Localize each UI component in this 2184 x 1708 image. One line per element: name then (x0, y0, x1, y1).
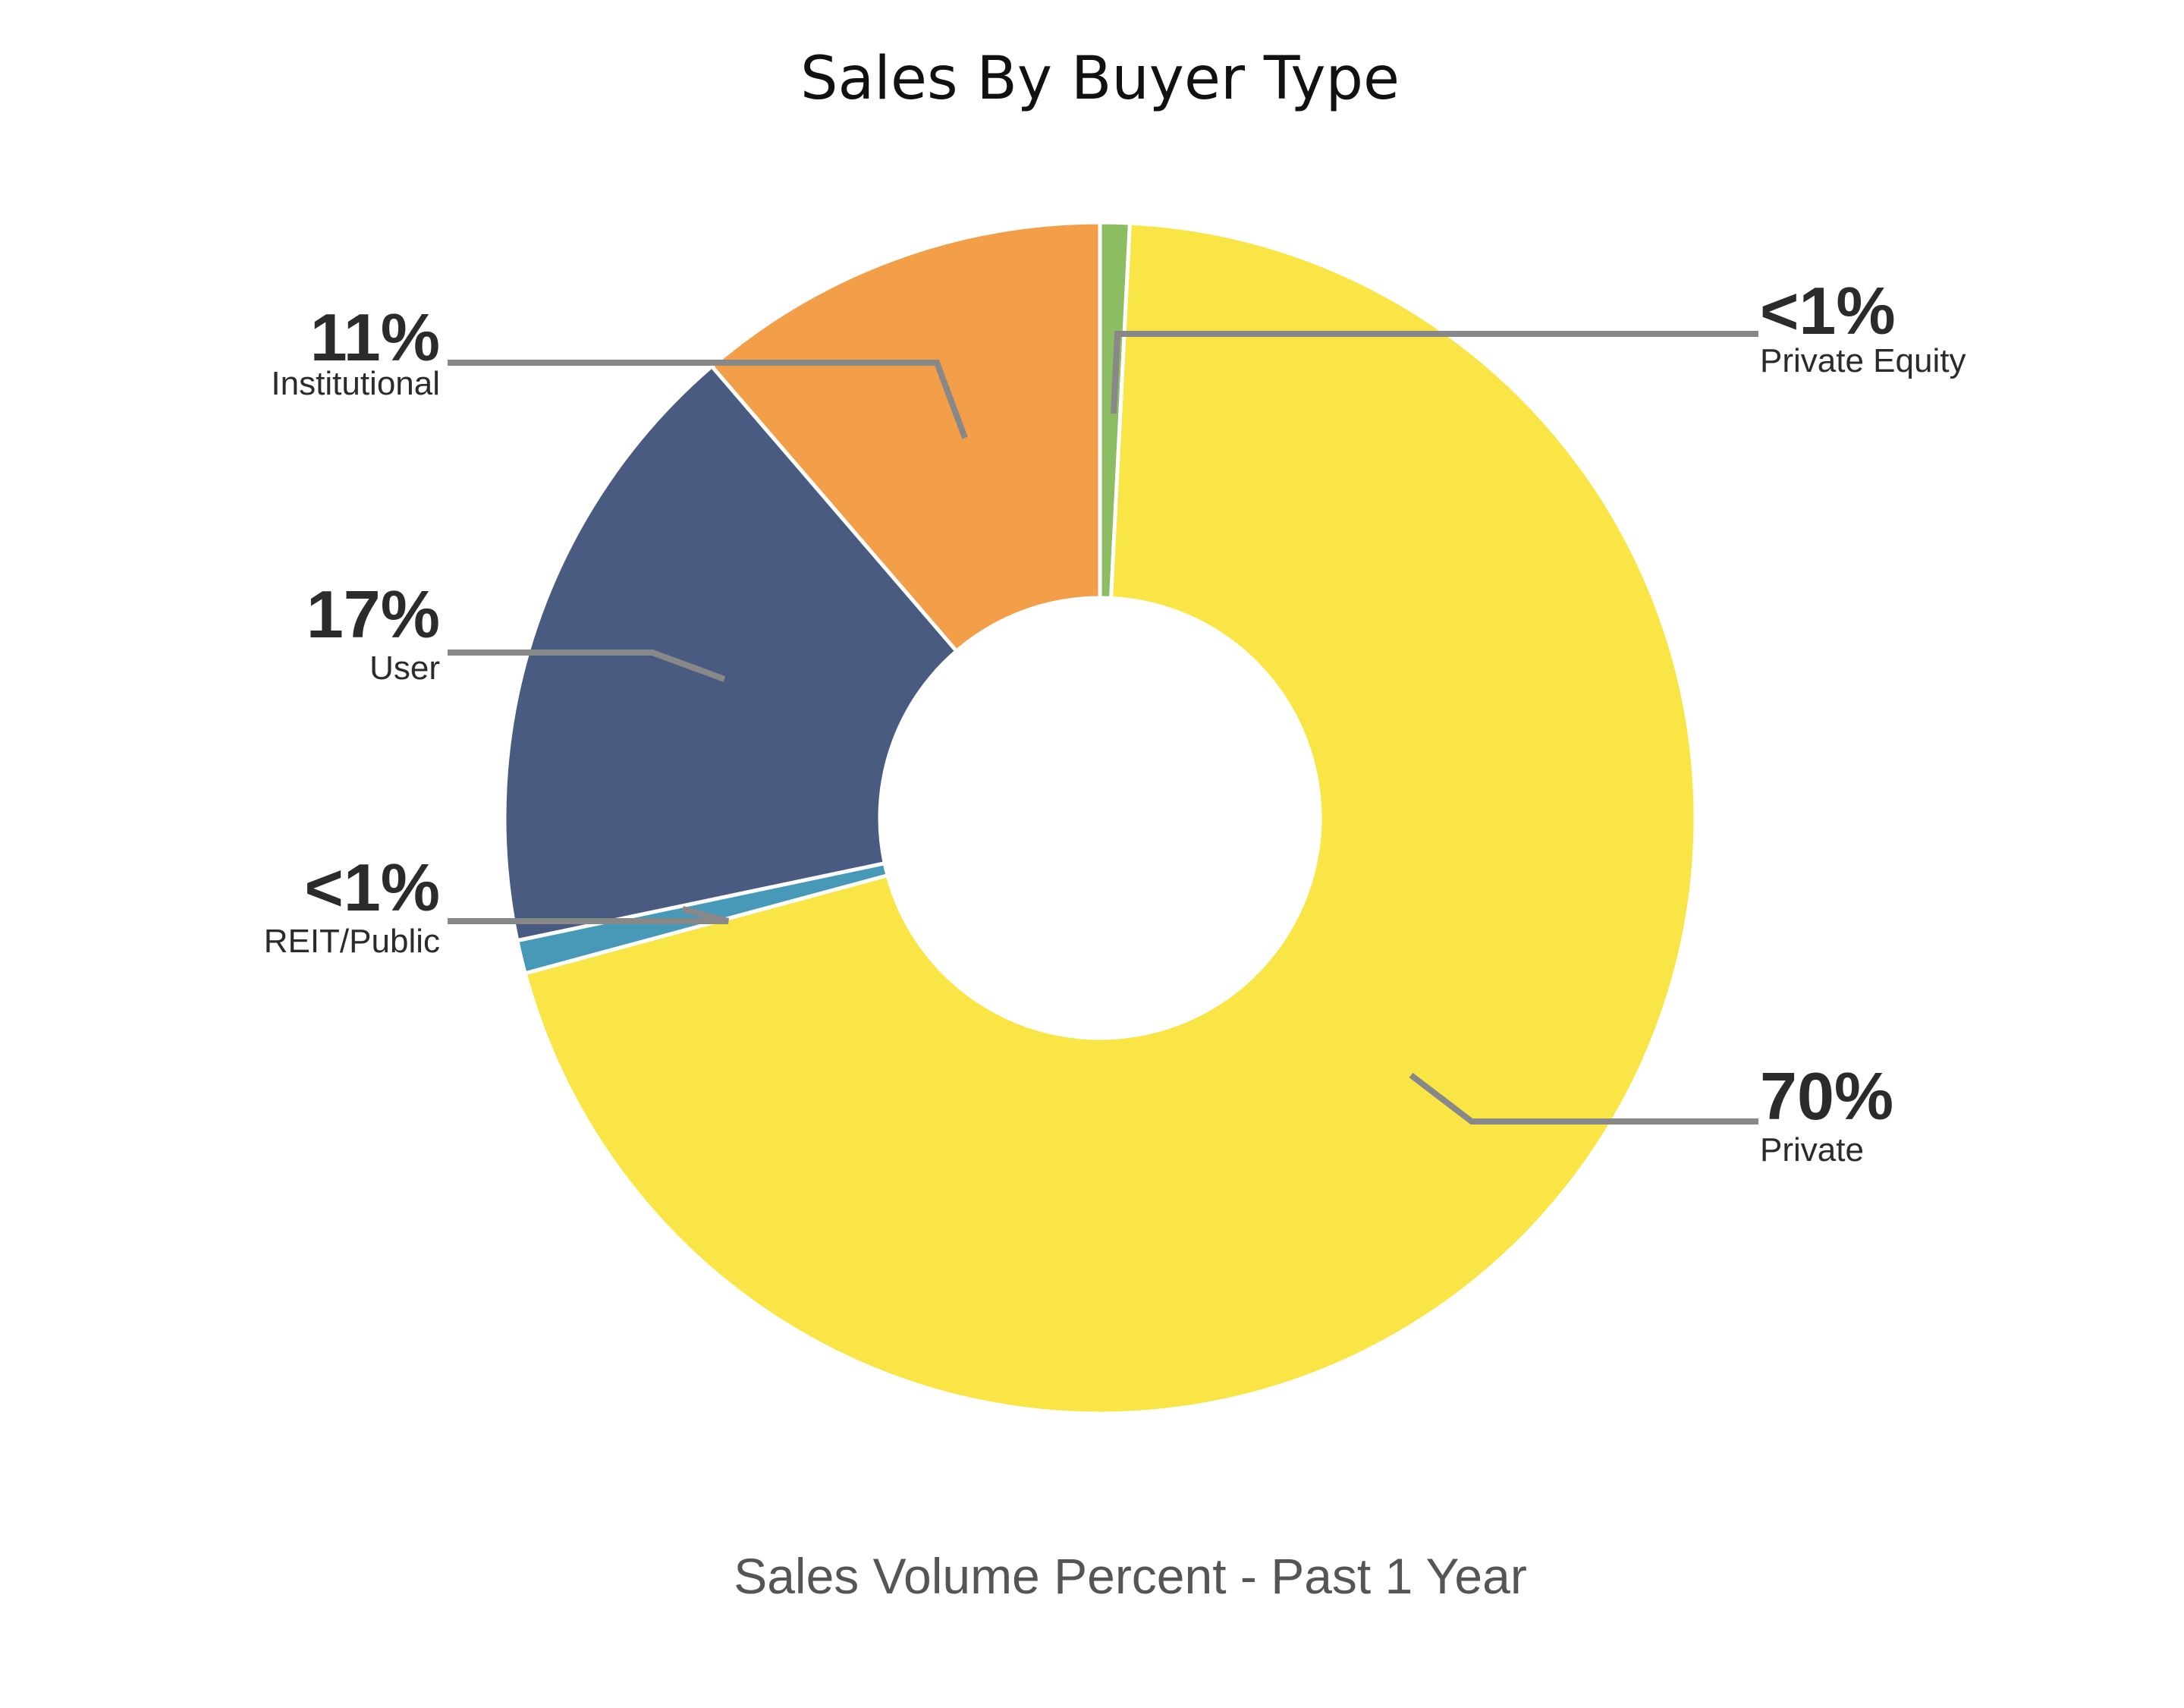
slice-private (523, 221, 1698, 1416)
slice-institutional (709, 220, 1102, 654)
leader-line-private-equity (1111, 331, 1758, 414)
category-label-private-equity: Private Equity (1760, 342, 1966, 379)
data-label-private: 70% (1760, 1058, 1893, 1134)
category-label-reit-public: REIT/Public (264, 923, 440, 960)
chart-title: Sales By Buyer Type (800, 45, 1400, 113)
leader-line-user (448, 650, 726, 682)
data-label-user: 17% (306, 577, 440, 652)
chart-subtitle: Sales Volume Percent - Past 1 Year (734, 1548, 1527, 1604)
category-label-institutional: Institutional (271, 365, 440, 402)
category-label-user: User (369, 650, 440, 687)
data-label-private-equity: <1% (1760, 273, 1896, 348)
data-label-reit-public: <1% (304, 850, 440, 925)
slice-user (502, 363, 960, 943)
leader-line-private (1409, 1072, 1758, 1125)
leader-lines (448, 331, 1758, 1125)
donut-slices (502, 220, 1698, 1416)
category-label-private: Private (1760, 1131, 1864, 1169)
leader-line-reit-public (448, 906, 730, 924)
data-label-institutional: 11% (310, 300, 440, 375)
slice-labels: <1%Private Equity70%Private<1%REIT/Publi… (264, 273, 1966, 1169)
leader-line-institutional (448, 360, 968, 439)
